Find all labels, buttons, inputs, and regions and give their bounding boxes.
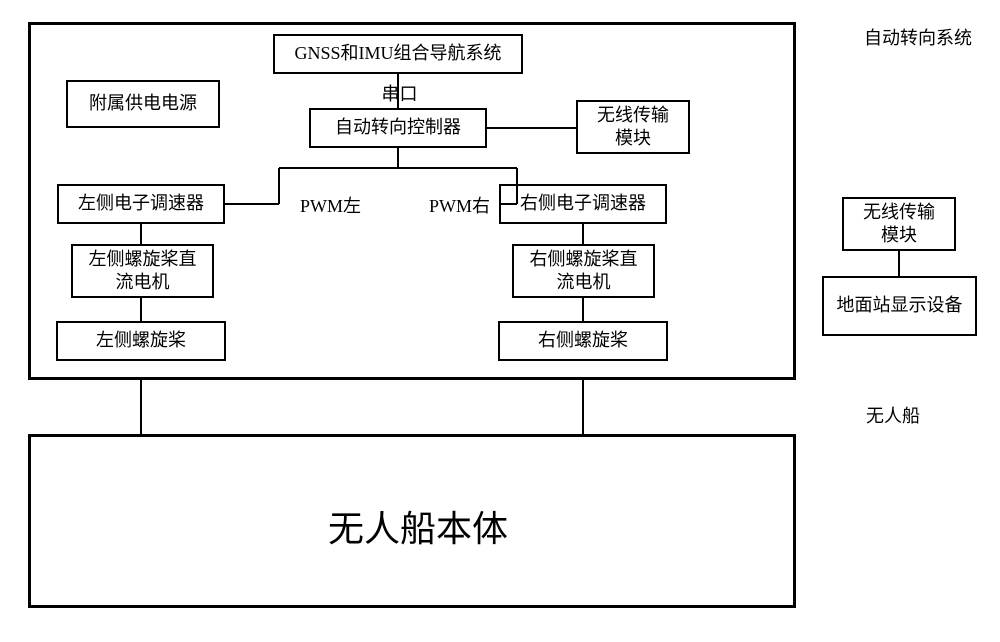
wireless-tx-right-label: 无线传输 模块	[863, 201, 935, 248]
controller-label: 自动转向控制器	[335, 116, 461, 139]
unmanned-body-label: 无人船本体	[318, 500, 518, 552]
wireless-tx-top-box: 无线传输 模块	[576, 100, 690, 154]
right-motor-box: 右侧螺旋桨直 流电机	[512, 244, 655, 298]
power-supply-box: 附属供电电源	[66, 80, 220, 128]
left-propeller-label: 左侧螺旋桨	[96, 329, 186, 352]
serial-label: 串口	[377, 80, 422, 106]
ground-station-label: 地面站显示设备	[837, 294, 963, 317]
gnss-imu-box: GNSS和IMU组合导航系统	[273, 34, 523, 74]
power-supply-label: 附属供电电源	[89, 92, 197, 115]
left-motor-box: 左侧螺旋桨直 流电机	[71, 244, 214, 298]
auto-steering-side-label: 自动转向系统	[858, 24, 978, 50]
wireless-tx-top-label: 无线传输 模块	[597, 104, 669, 151]
left-esc-box: 左侧电子调速器	[57, 184, 225, 224]
controller-box: 自动转向控制器	[309, 108, 487, 148]
right-esc-label: 右侧电子调速器	[520, 192, 646, 215]
wireless-tx-right-box: 无线传输 模块	[842, 197, 956, 251]
left-esc-label: 左侧电子调速器	[78, 192, 204, 215]
ground-station-box: 地面站显示设备	[822, 276, 977, 336]
right-esc-box: 右侧电子调速器	[499, 184, 667, 224]
right-propeller-box: 右侧螺旋桨	[498, 321, 668, 361]
unmanned-vessel-side-label: 无人船	[863, 402, 923, 428]
right-motor-label: 右侧螺旋桨直 流电机	[530, 248, 638, 295]
gnss-imu-label: GNSS和IMU组合导航系统	[294, 42, 501, 65]
left-motor-label: 左侧螺旋桨直 流电机	[89, 248, 197, 295]
right-propeller-label: 右侧螺旋桨	[538, 329, 628, 352]
left-propeller-box: 左侧螺旋桨	[56, 321, 226, 361]
pwm-left-label: PWM左	[293, 192, 368, 218]
pwm-right-label: PWM右	[422, 192, 497, 218]
